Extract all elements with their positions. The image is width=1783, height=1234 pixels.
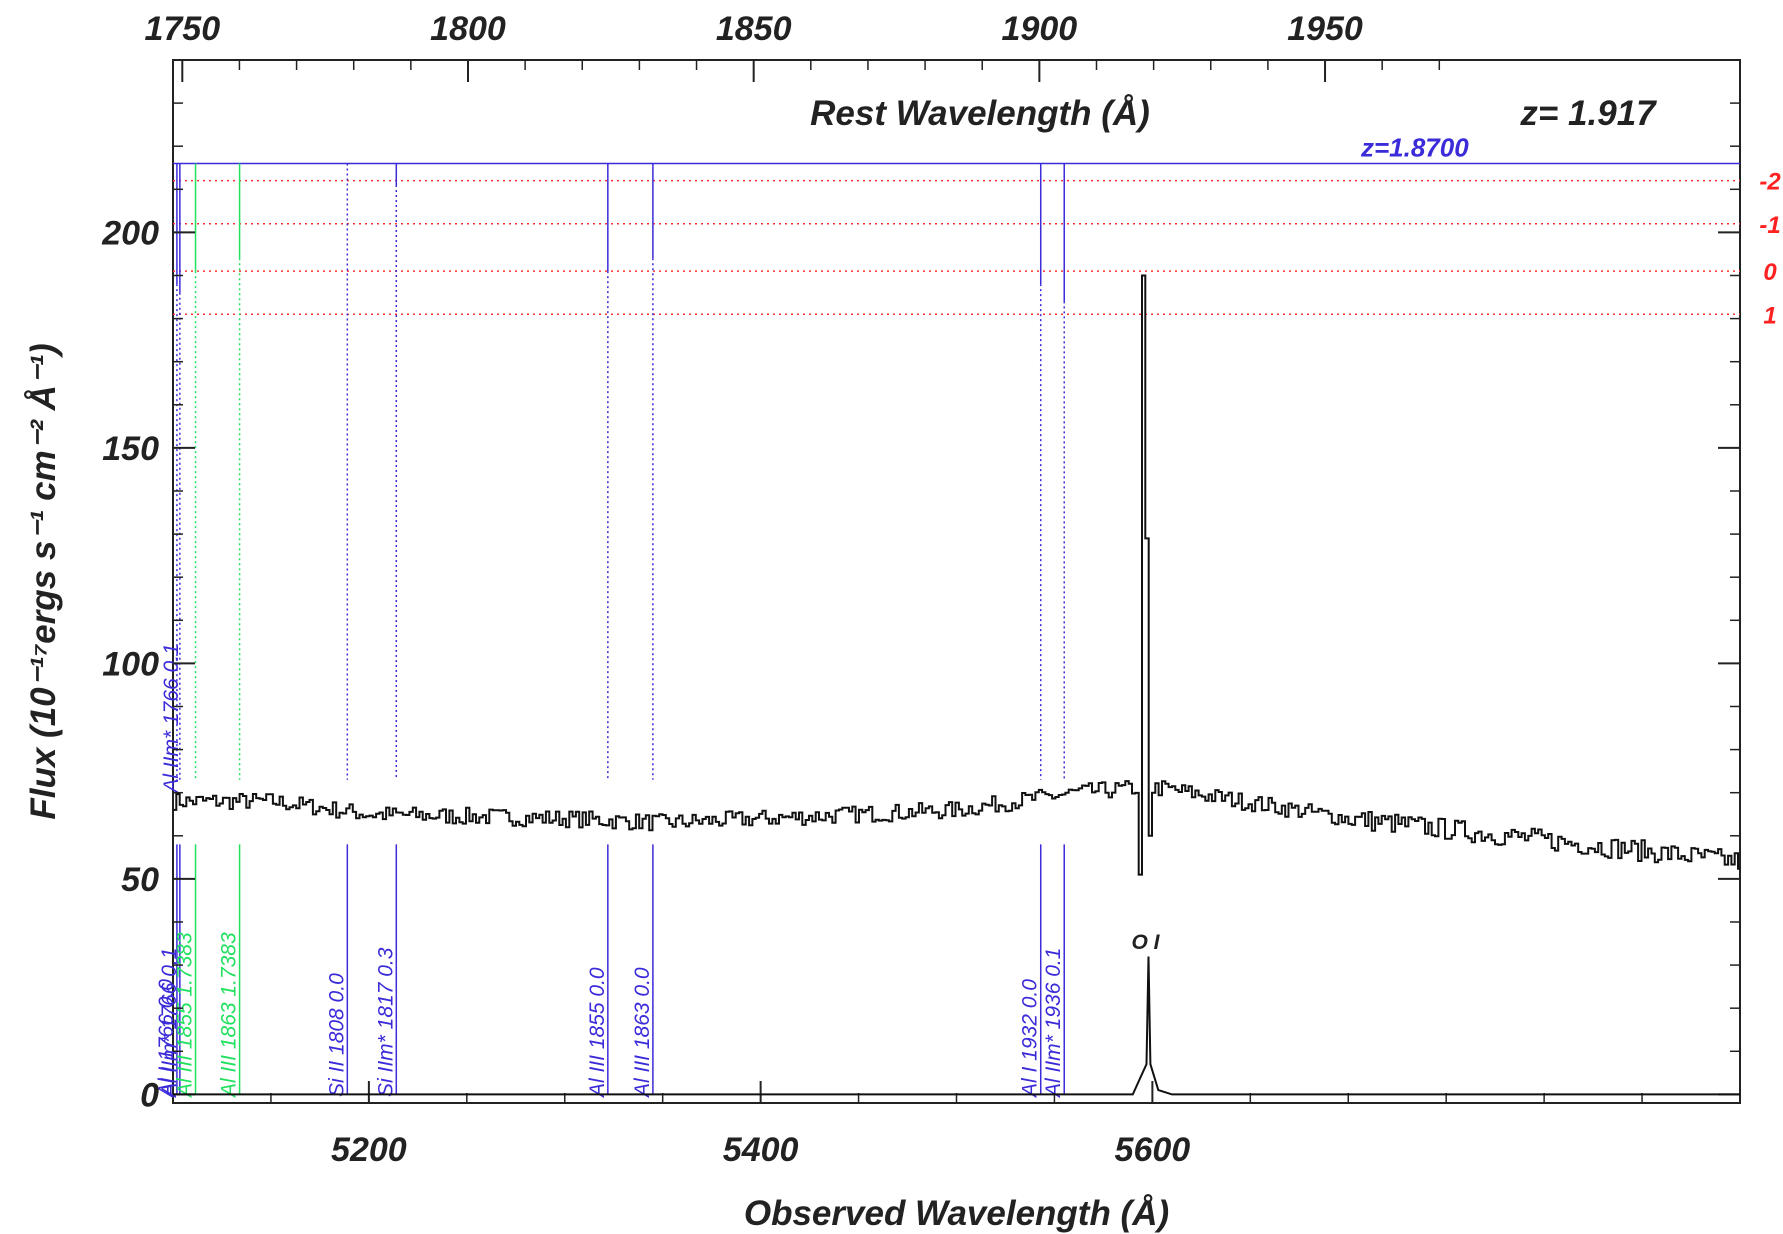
y-tick-label: 150	[102, 430, 159, 468]
flux-spectrum-line	[173, 274, 1740, 876]
rest-tick-label: 1850	[716, 10, 792, 48]
y-tick-label: 50	[121, 861, 159, 899]
absorber-redshift-label: z=1.8700	[1360, 132, 1469, 162]
absorption-line-label: Al III 1863 0.0	[631, 967, 654, 1099]
rest-wavelength-title: Rest Wavelength (Å)	[810, 94, 1150, 133]
offset-tick-label: -1	[1759, 212, 1780, 239]
absorption-line-label-upper: Al IIm* 1766 0.1	[160, 643, 183, 794]
absorption-line-label: Al I 1932 0.0	[1019, 979, 1042, 1099]
y-tick-label: 200	[101, 214, 159, 252]
axis-ticks: 5200 5400 5600 0 50 100 150 200 1750 1800 1850 1900…	[101, 10, 1740, 1169]
rest-tick-label: 1800	[430, 10, 506, 48]
absorption-line-label: Al IIm* 1766 0.1	[158, 948, 181, 1099]
x-axis-title: Observed Wavelength (Å)	[744, 1194, 1169, 1233]
offset-tick-label: -2	[1759, 169, 1781, 196]
absorption-line-label: Si II 1808 0.0	[325, 973, 348, 1097]
y-axis-title: Flux (10⁻¹⁷ergs s⁻¹ cm⁻² Å⁻¹)	[24, 343, 63, 819]
y-tick-label: 0	[140, 1076, 159, 1114]
absorption-lines: Al I 1766 0.0Al IIm* 1766 0.1Al III 1855…	[155, 163, 1065, 1099]
x-tick-label: 5400	[723, 1131, 799, 1169]
offset-guides: -2 -1 0 1	[173, 162, 1781, 329]
sky-spectrum-line	[173, 956, 1740, 1096]
plot-frame	[172, 59, 1741, 1104]
rest-tick-label: 1950	[1287, 10, 1363, 48]
absorption-line-label: Al III 1863 1.7383	[218, 932, 241, 1099]
absorption-line-label: Al IIm* 1936 0.1	[1042, 948, 1065, 1099]
emission-line-label: O I	[1131, 931, 1160, 954]
offset-tick-label: 0	[1763, 259, 1777, 286]
series-group	[173, 274, 1740, 1096]
offset-tick-label: 1	[1763, 302, 1776, 329]
x-tick-label: 5200	[331, 1131, 407, 1169]
absorption-line-label: Al III 1855 0.0	[586, 967, 609, 1099]
rest-tick-label: 1750	[144, 10, 220, 48]
x-tick-label: 5600	[1115, 1131, 1191, 1169]
absorption-line-label: Al III 1855 1.7383	[174, 932, 197, 1099]
absorption-line-label: Si IIm* 1817 0.3	[374, 947, 397, 1097]
redshift-label: z= 1.917	[1519, 94, 1657, 133]
axis-labels: Observed Wavelength (Å) Rest Wavelength …	[24, 94, 1657, 1233]
absorption-line-label: Al I 1766 0.0	[155, 979, 178, 1099]
rest-tick-label: 1900	[1002, 10, 1078, 48]
y-tick-label: 100	[102, 645, 159, 683]
